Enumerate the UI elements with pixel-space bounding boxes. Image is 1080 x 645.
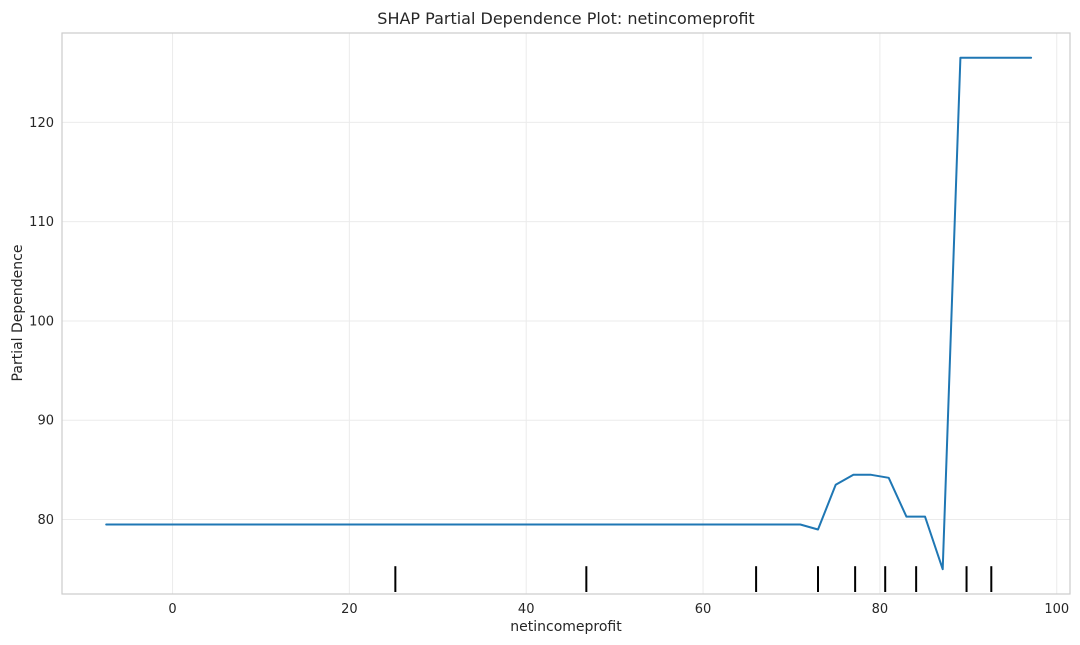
- y-tick-labels: 80 90 100 110 120: [29, 116, 54, 528]
- chart-title: SHAP Partial Dependence Plot: netincomep…: [377, 9, 754, 28]
- x-tick-label: 40: [518, 602, 535, 617]
- x-tick-labels: 0 20 40 60 80 100: [168, 602, 1069, 617]
- y-tick-label: 80: [37, 513, 54, 528]
- x-tick-label: 100: [1044, 602, 1069, 617]
- plot-frame: [61, 32, 1071, 595]
- y-axis-label: Partial Dependence: [10, 245, 26, 382]
- x-tick-label: 60: [695, 602, 712, 617]
- grid-lines: [62, 33, 1070, 594]
- series-line: [105, 56, 1033, 571]
- x-tick-label: 20: [341, 602, 358, 617]
- x-tick-label: 0: [168, 602, 176, 617]
- y-tick-label: 100: [29, 314, 54, 329]
- y-tick-label: 90: [37, 414, 54, 429]
- x-axis-label: netincomeprofit: [510, 619, 622, 635]
- series-layer: [105, 56, 1033, 571]
- y-tick-label: 110: [29, 215, 54, 230]
- x-tick-label: 80: [872, 602, 889, 617]
- y-tick-label: 120: [29, 116, 54, 131]
- rug-marks: [394, 566, 993, 593]
